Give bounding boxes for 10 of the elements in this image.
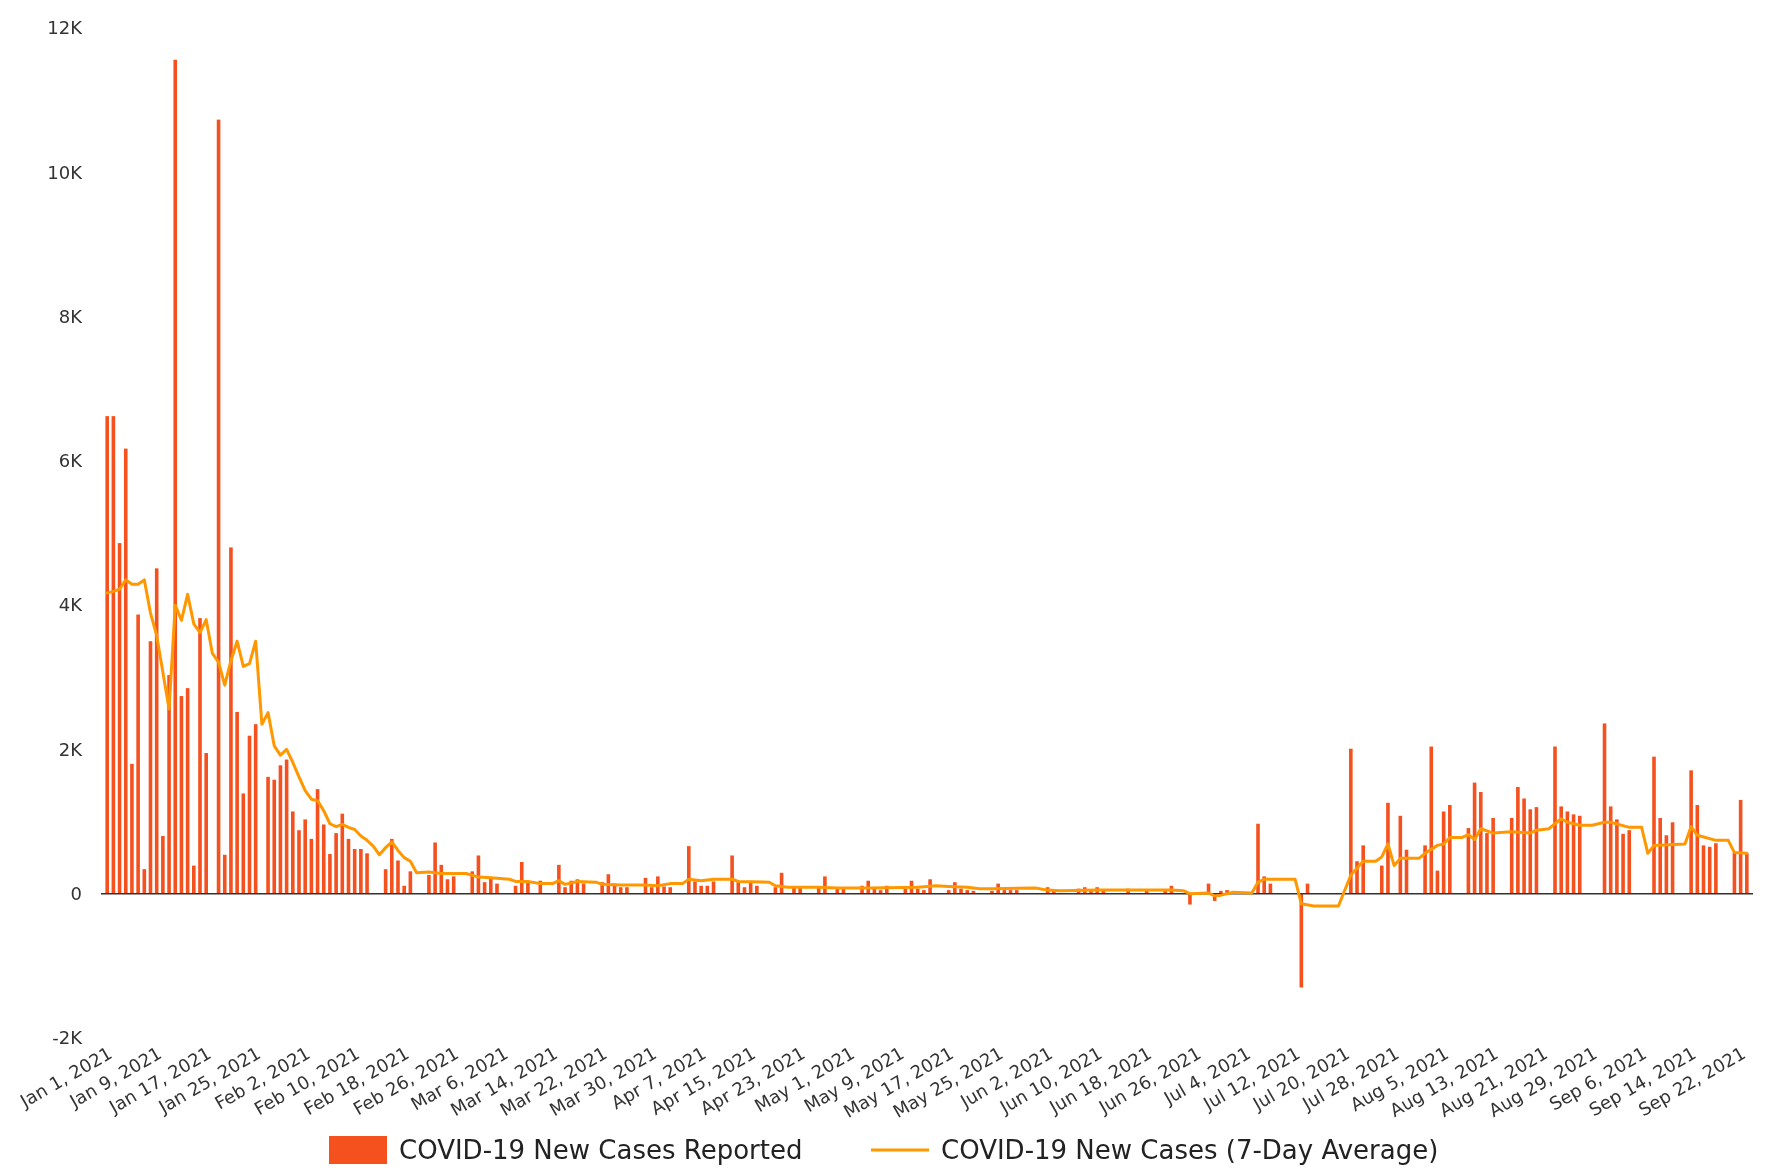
y-tick-label: 4K [58, 594, 84, 616]
y-tick-label: 6K [58, 450, 84, 472]
y-tick-label: 12K [47, 17, 84, 39]
y-tick-label: 0 [70, 883, 82, 905]
y-tick-label: 2K [58, 738, 84, 760]
legend-label: COVID-19 New Cases Reported [399, 1135, 803, 1166]
legend-label: COVID-19 New Cases (7-Day Average) [941, 1135, 1439, 1166]
y-tick-label: -2K [52, 1027, 84, 1049]
y-tick-label: 10K [47, 161, 84, 183]
y-tick-label: 8K [58, 305, 84, 327]
